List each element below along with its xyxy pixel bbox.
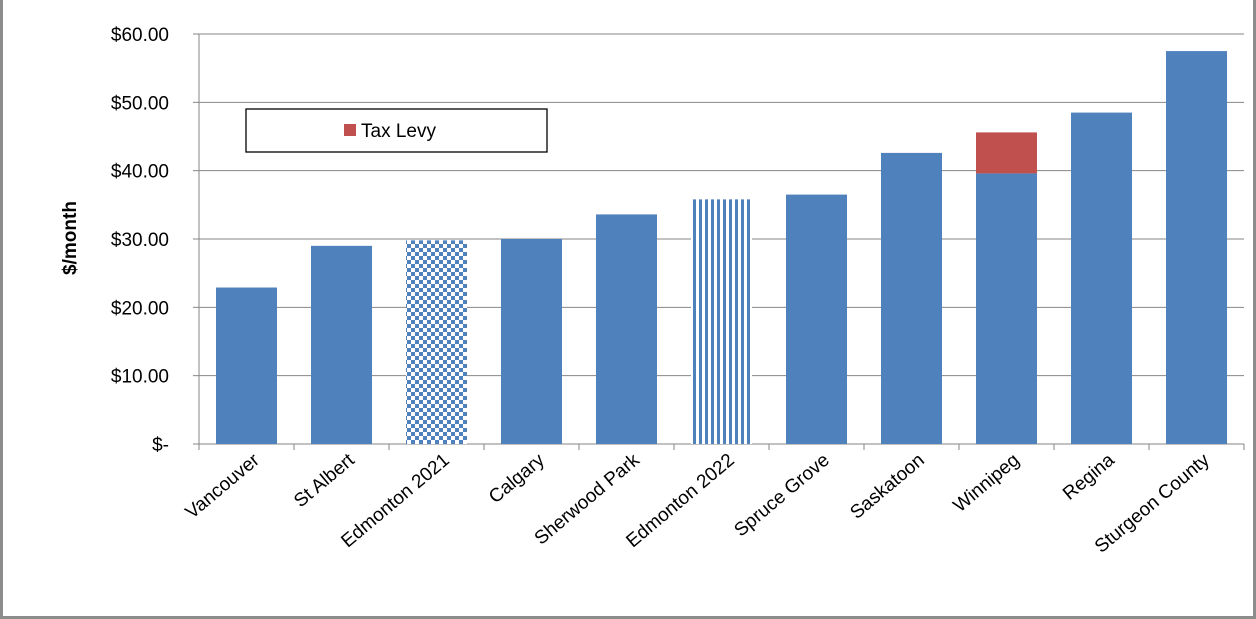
x-tick-label: Saskatoon: [846, 450, 928, 524]
bar-calgary: [501, 239, 562, 444]
x-tick-label: St Albert: [290, 449, 359, 512]
x-tick-label: Calgary: [485, 449, 549, 507]
bar-tax-levy-winnipeg: [976, 132, 1037, 174]
y-axis-title: $/month: [60, 201, 81, 275]
y-tick-label: $50.00: [111, 93, 169, 114]
y-tick-label: $10.00: [111, 367, 169, 388]
bar-sturgeon-county: [1166, 51, 1227, 444]
y-tick-label: $30.00: [111, 230, 169, 251]
bar-saskatoon: [881, 152, 942, 444]
legend: Tax Levy: [245, 108, 548, 153]
legend-box: [245, 108, 548, 153]
y-tick-label: $60.00: [111, 25, 169, 46]
y-tick-label: $-: [152, 435, 169, 456]
x-tick-label: Regina: [1059, 449, 1119, 504]
x-tick-label: Vancouver: [182, 449, 265, 523]
bar-spruce-grove: [786, 194, 847, 444]
bar-st-albert: [311, 245, 372, 444]
bar-regina: [1071, 112, 1132, 444]
y-axis-ticks: $- $10.00 $20.00 $30.00 $40.00 $50.00 $60.00: [111, 25, 169, 456]
legend-label-tax-levy: Tax Levy: [361, 121, 436, 142]
y-tick-label: $40.00: [111, 162, 169, 183]
bar-edmonton-2022: [691, 199, 752, 444]
x-tick-label: Winnipeg: [950, 450, 1024, 517]
bar-chart: $- $10.00 $20.00 $30.00 $40.00 $50.00 $60.00 V…: [60, 25, 1245, 557]
bar-vancouver: [216, 287, 277, 444]
bar-winnipeg: [976, 173, 1037, 444]
legend-swatch-tax-levy: [344, 124, 356, 136]
bar-sherwood-park: [596, 214, 657, 444]
x-tick-label: Spruce Grove: [730, 450, 833, 541]
y-tick-label: $20.00: [111, 298, 169, 319]
bar-edmonton-2021: [406, 240, 467, 444]
bars: [216, 51, 1227, 444]
